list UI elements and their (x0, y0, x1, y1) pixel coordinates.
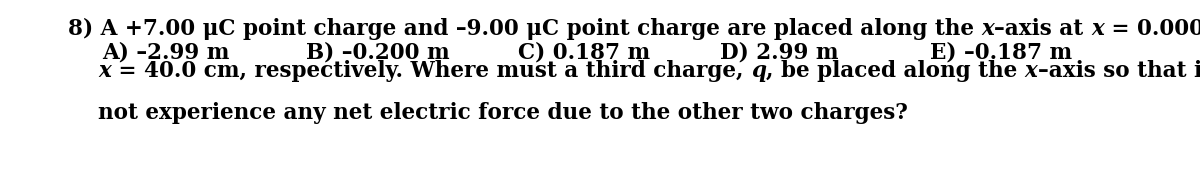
Text: x: x (982, 18, 995, 40)
Text: = 40.0 cm, respectively. Where must a third charge,: = 40.0 cm, respectively. Where must a th… (110, 60, 751, 82)
Text: x: x (1025, 60, 1038, 82)
Text: –axis so that it does: –axis so that it does (1038, 60, 1200, 82)
Text: D) 2.99 m: D) 2.99 m (720, 41, 839, 63)
Text: x: x (1091, 18, 1104, 40)
Text: = 0.000 cm and: = 0.000 cm and (1104, 18, 1200, 40)
Text: –axis at: –axis at (995, 18, 1091, 40)
Text: not experience any net electric force due to the other two charges?: not experience any net electric force du… (68, 102, 908, 124)
Text: , be placed along the: , be placed along the (766, 60, 1025, 82)
Text: x: x (98, 60, 110, 82)
Text: B) –0.200 m: B) –0.200 m (306, 41, 450, 63)
Text: q: q (751, 60, 766, 82)
Text: E) –0.187 m: E) –0.187 m (930, 41, 1072, 63)
Text: A) –2.99 m: A) –2.99 m (102, 41, 229, 63)
Text: C) 0.187 m: C) 0.187 m (518, 41, 650, 63)
Text: 8) A +7.00 μC point charge and –9.00 μC point charge are placed along the: 8) A +7.00 μC point charge and –9.00 μC … (68, 18, 982, 40)
